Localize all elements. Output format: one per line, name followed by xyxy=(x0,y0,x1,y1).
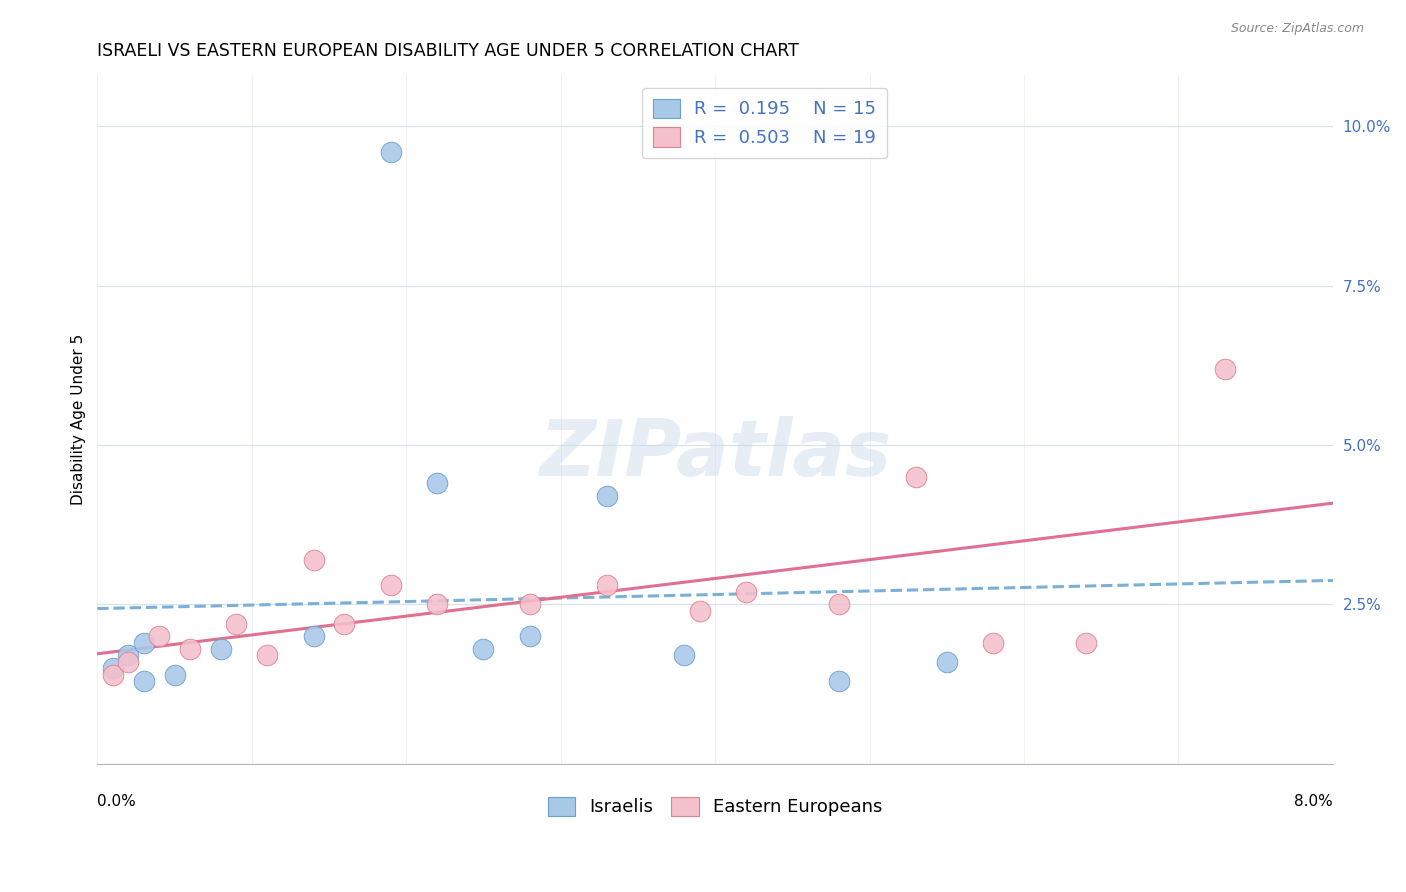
Point xyxy=(426,598,449,612)
Point xyxy=(163,667,186,681)
Point xyxy=(132,635,155,649)
Point xyxy=(596,578,619,592)
Point xyxy=(828,598,851,612)
Point xyxy=(117,655,139,669)
Point xyxy=(256,648,278,663)
Point xyxy=(148,629,170,643)
Point xyxy=(225,616,247,631)
Point xyxy=(673,648,696,663)
Point xyxy=(519,629,541,643)
Point xyxy=(1074,635,1097,649)
Point xyxy=(101,667,124,681)
Point xyxy=(519,598,541,612)
Point xyxy=(333,616,356,631)
Text: ISRAELI VS EASTERN EUROPEAN DISABILITY AGE UNDER 5 CORRELATION CHART: ISRAELI VS EASTERN EUROPEAN DISABILITY A… xyxy=(97,42,799,60)
Point xyxy=(735,584,758,599)
Text: 0.0%: 0.0% xyxy=(97,795,136,809)
Point xyxy=(302,629,325,643)
Point xyxy=(117,648,139,663)
Point xyxy=(132,673,155,688)
Text: 8.0%: 8.0% xyxy=(1294,795,1333,809)
Text: ZIPatlas: ZIPatlas xyxy=(538,416,891,492)
Point xyxy=(101,661,124,675)
Point xyxy=(209,642,232,657)
Point xyxy=(380,145,402,159)
Point xyxy=(302,553,325,567)
Point xyxy=(426,476,449,491)
Point xyxy=(1213,361,1236,376)
Point xyxy=(981,635,1004,649)
Text: Source: ZipAtlas.com: Source: ZipAtlas.com xyxy=(1230,22,1364,36)
Point xyxy=(904,470,927,484)
Point xyxy=(596,489,619,503)
Legend: Israelis, Eastern Europeans: Israelis, Eastern Europeans xyxy=(541,789,890,823)
Point xyxy=(380,578,402,592)
Point xyxy=(935,655,957,669)
Point xyxy=(828,673,851,688)
Y-axis label: Disability Age Under 5: Disability Age Under 5 xyxy=(72,334,86,505)
Point xyxy=(179,642,201,657)
Point xyxy=(472,642,495,657)
Point xyxy=(689,604,711,618)
